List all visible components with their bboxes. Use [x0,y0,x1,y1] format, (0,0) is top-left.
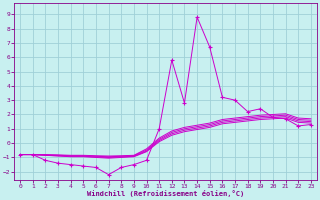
X-axis label: Windchill (Refroidissement éolien,°C): Windchill (Refroidissement éolien,°C) [87,190,244,197]
